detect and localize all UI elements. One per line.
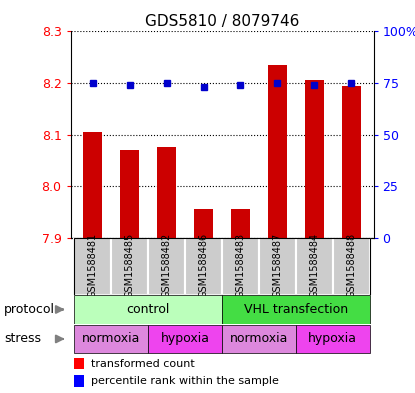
Bar — [74, 325, 148, 353]
Bar — [120, 150, 139, 238]
Bar — [74, 296, 222, 324]
Title: GDS5810 / 8079746: GDS5810 / 8079746 — [145, 14, 299, 29]
Text: GSM1588485: GSM1588485 — [124, 233, 134, 298]
Text: GSM1588487: GSM1588487 — [272, 233, 283, 298]
Bar — [296, 325, 370, 353]
Text: GSM1588484: GSM1588484 — [310, 233, 320, 298]
Text: control: control — [127, 303, 170, 316]
Text: GSM1588488: GSM1588488 — [347, 233, 356, 298]
Bar — [73, 358, 85, 369]
Bar — [268, 65, 287, 238]
Bar — [157, 147, 176, 238]
Bar — [111, 238, 148, 295]
Text: percentile rank within the sample: percentile rank within the sample — [90, 376, 278, 386]
Text: GSM1588483: GSM1588483 — [235, 233, 246, 298]
Text: stress: stress — [4, 332, 41, 345]
Bar — [194, 209, 213, 238]
Text: normoxia: normoxia — [230, 332, 288, 345]
Text: GSM1588482: GSM1588482 — [161, 233, 172, 298]
Bar — [305, 81, 324, 238]
Bar — [148, 238, 185, 295]
Text: protocol: protocol — [4, 303, 55, 316]
Text: GSM1588481: GSM1588481 — [88, 233, 98, 298]
Bar — [83, 132, 102, 238]
Text: hypoxia: hypoxia — [308, 332, 357, 345]
Bar — [74, 238, 111, 295]
Bar — [148, 325, 222, 353]
Bar — [73, 375, 85, 387]
Text: normoxia: normoxia — [82, 332, 140, 345]
Bar — [222, 296, 370, 324]
Bar — [342, 86, 361, 238]
Bar — [185, 238, 222, 295]
Text: hypoxia: hypoxia — [161, 332, 210, 345]
Bar — [222, 238, 259, 295]
Text: GSM1588486: GSM1588486 — [198, 233, 209, 298]
Bar — [222, 325, 296, 353]
Bar — [231, 209, 250, 238]
Text: transformed count: transformed count — [90, 358, 194, 369]
Bar — [333, 238, 370, 295]
Text: VHL transfection: VHL transfection — [244, 303, 348, 316]
Bar — [259, 238, 296, 295]
Bar — [296, 238, 333, 295]
